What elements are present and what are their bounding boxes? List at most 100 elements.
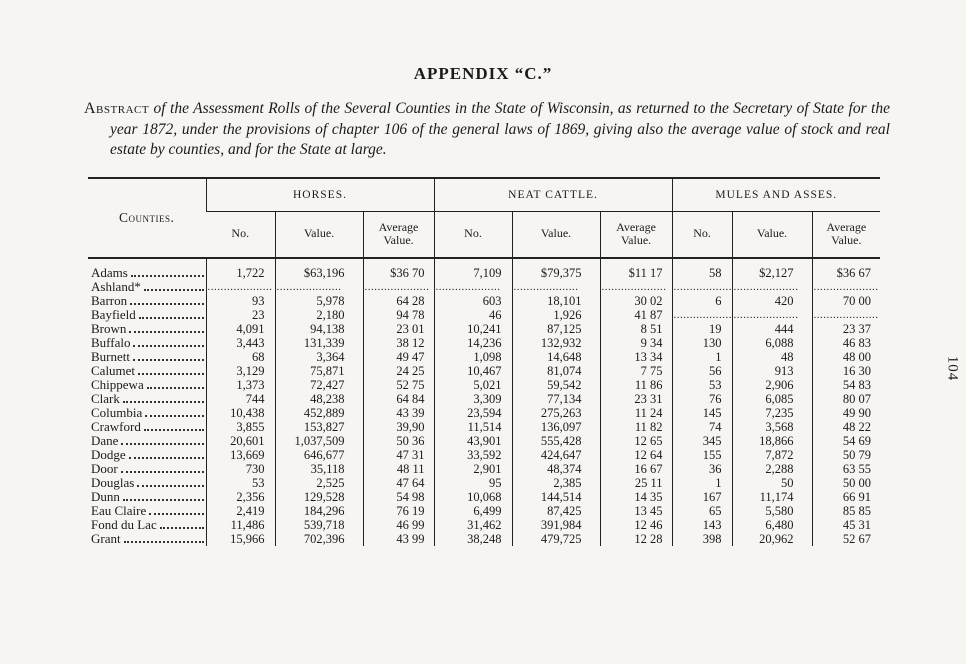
data-cell: 87,425 [511, 504, 600, 519]
data-cell: .................... [433, 280, 512, 295]
county-name: Crawford [91, 420, 141, 435]
data-cell: 143 [671, 518, 733, 533]
data-cell: 33,592 [433, 448, 512, 463]
data-cell: 2,419 [205, 504, 275, 519]
county-name: Columbia [91, 406, 143, 421]
county-name: Dane [91, 434, 119, 449]
county-name: Grant [91, 532, 121, 547]
table-row: Fond du Lac 11,486 539,718 46 99 31,462 391,9… [88, 518, 881, 533]
dot-leader [122, 401, 204, 404]
table-row: Chippewa 1,373 72,427 52 75 5,021 59,542 11 86… [88, 378, 881, 393]
data-cell: 72,427 [274, 378, 363, 393]
county-name: Ashland* [91, 280, 141, 295]
data-cell: 52 75 [362, 378, 434, 393]
table-row: Calumet 3,129 75,871 24 25 10,467 81,074 7 75 5… [88, 364, 881, 379]
data-cell: 3,364 [274, 350, 363, 365]
data-cell: 66 91 [811, 490, 881, 505]
data-cell: 539,718 [274, 518, 363, 533]
data-cell: 24 25 [362, 364, 434, 379]
data-cell: 54 83 [811, 378, 881, 393]
data-cell: .................... [599, 280, 673, 295]
county-name: Bayfield [91, 308, 136, 323]
table-row: Dunn 2,356 129,528 54 98 10,068 144,514 14 35 1… [88, 490, 881, 505]
data-cell: 30 02 [599, 294, 673, 309]
county-cell: Calumet [88, 364, 206, 378]
county-cell: Barron [88, 294, 206, 308]
county-name: Brown [91, 322, 127, 337]
data-cell: 20,601 [205, 434, 275, 449]
data-cell: 646,677 [274, 448, 363, 463]
page-number: 104 [943, 355, 960, 382]
county-cell: Bayfield [88, 308, 206, 322]
group-header-row: Counties. HORSES. NEAT CATTLE. MULES AND… [88, 178, 881, 260]
county-name: Douglas [91, 476, 135, 491]
table-row: Door 730 35,118 48 11 2,901 48,374 16 67 36 2,28… [88, 462, 881, 477]
data-cell: 2,180 [274, 308, 363, 323]
data-cell: 2,356 [205, 490, 275, 505]
data-cell: 6 [671, 294, 733, 309]
data-cell: 50 36 [362, 434, 434, 449]
data-cell: 4,091 [205, 322, 275, 337]
group-header-neat-cattle: NEAT CATTLE. [433, 178, 673, 212]
data-cell: 153,827 [274, 420, 363, 435]
data-cell: 702,396 [274, 532, 363, 547]
table-row: Douglas 53 2,525 47 64 95 2,385 25 11 1 50 50 00 [88, 476, 881, 491]
data-cell: 145 [671, 406, 733, 421]
data-cell: 23 31 [599, 392, 673, 407]
data-cell: 59,542 [511, 378, 600, 393]
data-cell: 1,098 [433, 350, 512, 365]
data-cell: 14 35 [599, 490, 673, 505]
table-row: Burnett 68 3,364 49 47 1,098 14,648 13 34 1 48 48… [88, 350, 881, 365]
data-cell: 275,263 [511, 406, 600, 421]
data-cell: 48,238 [274, 392, 363, 407]
data-cell: $11 17 [599, 258, 673, 281]
data-cell: 1,037,509 [274, 434, 363, 449]
data-cell: 12 28 [599, 532, 673, 547]
county-name: Dunn [91, 490, 120, 505]
data-cell: 58 [671, 258, 733, 281]
data-cell: 50 79 [811, 448, 881, 463]
data-cell: 11 82 [599, 420, 673, 435]
data-cell: 76 [671, 392, 733, 407]
data-cell: 95 [433, 476, 512, 491]
data-cell: 3,129 [205, 364, 275, 379]
data-cell: 31,462 [433, 518, 512, 533]
data-cell: 70 00 [811, 294, 881, 309]
data-cell: 49 90 [811, 406, 881, 421]
table-row: Buffalo 3,443 131,339 38 12 14,236 132,932 9 3… [88, 336, 881, 351]
data-cell: 132,932 [511, 336, 600, 351]
data-cell: 38,248 [433, 532, 512, 547]
data-cell: 25 11 [599, 476, 673, 491]
assessment-table: Counties. HORSES. NEAT CATTLE. MULES AND… [88, 177, 881, 547]
data-cell: $36 70 [362, 258, 434, 281]
data-cell: 3,568 [731, 420, 813, 435]
data-cell: .................... [671, 280, 733, 295]
data-cell: 50 00 [811, 476, 881, 491]
column-header-horses-value: Value. [274, 211, 363, 260]
county-name: Burnett [91, 350, 130, 365]
data-cell: $79,375 [511, 258, 600, 281]
data-cell: 10,438 [205, 406, 275, 421]
data-cell: 144,514 [511, 490, 600, 505]
dot-leader [121, 443, 204, 446]
data-cell: 54 98 [362, 490, 434, 505]
data-cell: 20,962 [731, 532, 813, 547]
data-cell: 45 31 [811, 518, 881, 533]
county-cell: Fond du Lac [88, 518, 206, 532]
dot-leader [137, 485, 204, 488]
data-cell: 7,109 [433, 258, 512, 281]
data-cell: .................... [811, 280, 881, 295]
column-header-cattle-value: Value. [511, 211, 600, 260]
abstract-lead: Abstract [84, 100, 150, 117]
data-cell: 2,525 [274, 476, 363, 491]
data-cell: 1,722 [205, 258, 275, 281]
county-name: Fond du Lac [91, 518, 157, 533]
data-cell: 74 [671, 420, 733, 435]
abstract-text: of the Assessment Rolls of the Several C… [110, 100, 890, 158]
county-name: Adams [91, 265, 128, 281]
data-cell: 131,339 [274, 336, 363, 351]
table-row: Crawford 3,855 153,827 39,90 11,514 136,097 11… [88, 420, 881, 435]
data-cell: 87,125 [511, 322, 600, 337]
data-cell: 85 85 [811, 504, 881, 519]
data-cell: .................... [811, 308, 881, 323]
